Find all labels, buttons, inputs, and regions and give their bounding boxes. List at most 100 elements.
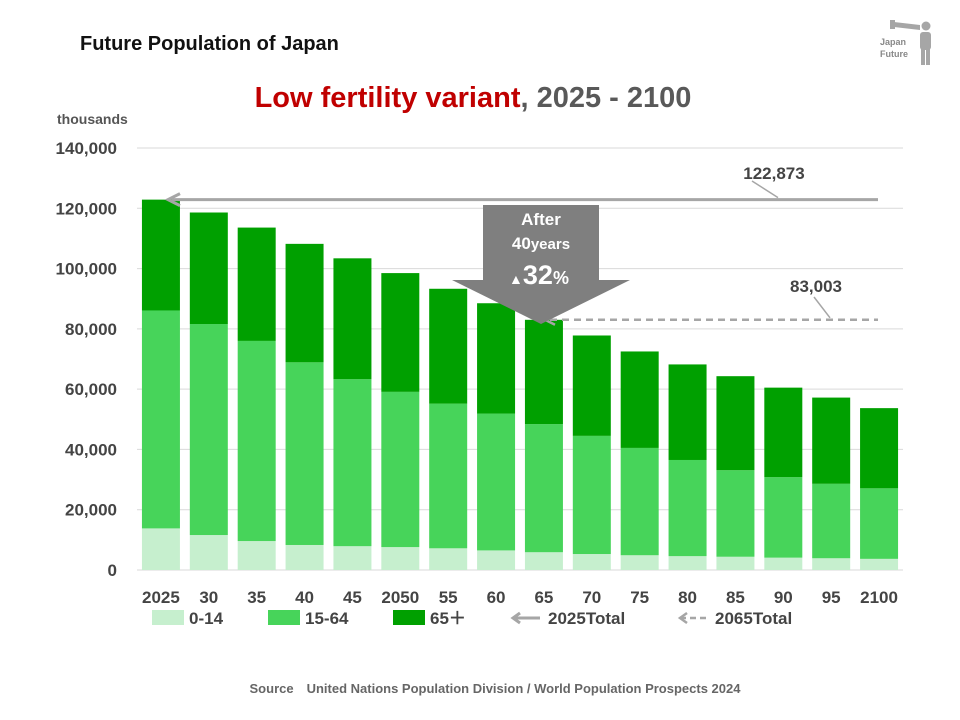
- bar-65-2050: [381, 273, 420, 392]
- legend-label: 2025Total: [548, 609, 625, 628]
- bar-65-65: [524, 319, 563, 425]
- bar-1564-95: [812, 483, 851, 559]
- legend-label: 65＋: [430, 609, 466, 628]
- bar-65-55: [429, 288, 468, 404]
- x-tick-label: 40: [295, 588, 314, 607]
- bar-014-2100: [860, 558, 899, 570]
- bar-014-90: [764, 557, 803, 570]
- bar-014-30: [189, 535, 228, 570]
- bar-65-35: [237, 227, 276, 341]
- x-tick-label: 30: [199, 588, 218, 607]
- x-tick-label: 70: [582, 588, 601, 607]
- legend-arrow-2025-total: [510, 611, 521, 625]
- y-tick-label: 0: [108, 561, 117, 580]
- x-tick-label: 75: [630, 588, 649, 607]
- y-tick-label: 60,000: [65, 380, 117, 399]
- bar-1564-35: [237, 340, 276, 542]
- y-tick-label: 100,000: [56, 260, 117, 279]
- bar-014-55: [429, 548, 468, 570]
- ref-line-2025-arrowhead: [164, 192, 181, 207]
- bar-1564-70: [572, 435, 611, 555]
- bar-1564-75: [620, 447, 659, 556]
- logo-text-line1: Japan: [880, 37, 907, 47]
- x-tick-label: 60: [487, 588, 506, 607]
- legend-arrow-2065-total: [677, 611, 688, 625]
- x-tick-label: 55: [439, 588, 458, 607]
- x-tick-label: 2050: [381, 588, 419, 607]
- y-axis-unit-label: thousands: [57, 111, 128, 127]
- bar-65-95: [812, 397, 851, 484]
- bar-014-70: [572, 554, 611, 570]
- bar-014-85: [716, 556, 755, 570]
- callout-arrow: [452, 205, 630, 324]
- x-tick-label: 80: [678, 588, 697, 607]
- bar-65-30: [189, 212, 228, 325]
- bar-1564-60: [477, 413, 516, 551]
- ref-label-2065-total: 83,003: [790, 277, 842, 296]
- bar-1564-80: [668, 459, 707, 557]
- x-tick-label: 35: [247, 588, 266, 607]
- bar-1564-65: [524, 424, 563, 553]
- x-tick-label: 85: [726, 588, 745, 607]
- x-tick-label: 90: [774, 588, 793, 607]
- bar-1564-2100: [860, 488, 899, 559]
- logo-text-line2: Future: [880, 49, 908, 59]
- bar-65-85: [716, 376, 755, 471]
- bar-014-2050: [381, 547, 420, 570]
- legend-swatch-1564: [268, 610, 300, 625]
- legend-label: 2065Total: [715, 609, 792, 628]
- chart-title-highlight: Low fertility variant: [254, 82, 521, 114]
- legend-label: 15-64: [305, 609, 349, 628]
- bar-014-60: [477, 550, 516, 570]
- legend-label: 0-14: [189, 609, 224, 628]
- bar-65-75: [620, 351, 659, 448]
- bar-65-2025: [141, 199, 180, 311]
- callout-line3: ▲32%: [509, 260, 569, 290]
- bar-1564-85: [716, 470, 755, 557]
- bar-65-40: [285, 243, 324, 363]
- legend-swatch-014: [152, 610, 184, 625]
- bar-1564-40: [285, 362, 324, 545]
- bar-014-75: [620, 555, 659, 570]
- y-tick-label: 120,000: [56, 199, 117, 218]
- bar-65-90: [764, 387, 803, 478]
- x-tick-label: 45: [343, 588, 362, 607]
- chart-title-rest: , 2025 - 2100: [520, 82, 692, 114]
- japan-future-logo: Japan Future: [868, 14, 946, 70]
- bar-1564-30: [189, 324, 228, 536]
- bar-1564-45: [333, 379, 372, 547]
- bar-014-95: [812, 558, 851, 570]
- x-tick-label: 2100: [860, 588, 898, 607]
- source-note: Source United Nations Population Divisio…: [249, 681, 741, 696]
- bar-1564-90: [764, 477, 803, 558]
- bar-65-60: [477, 303, 516, 414]
- y-tick-label: 140,000: [56, 139, 117, 158]
- bar-014-45: [333, 546, 372, 570]
- chart-title: Low fertility variant, 2025 - 2100: [0, 82, 946, 115]
- bar-014-40: [285, 544, 324, 570]
- bar-1564-2025: [141, 310, 180, 529]
- bar-65-45: [333, 258, 372, 380]
- callout-line1: After: [521, 210, 561, 229]
- telescope-person-icon: [890, 20, 931, 65]
- bar-1564-55: [429, 403, 468, 549]
- bar-65-2100: [860, 408, 899, 489]
- legend-swatch-65: [393, 610, 425, 625]
- ref-label-2025-total: 122,873: [743, 164, 804, 183]
- bar-014-80: [668, 556, 707, 570]
- bar-65-80: [668, 364, 707, 460]
- ref-label-leader-2025: [751, 180, 779, 199]
- bar-014-65: [524, 552, 563, 570]
- x-tick-label: 2025: [142, 588, 180, 607]
- bar-014-2025: [141, 528, 180, 570]
- y-tick-label: 80,000: [65, 320, 117, 339]
- page-title: Future Population of Japan: [80, 33, 339, 55]
- y-tick-label: 20,000: [65, 501, 117, 520]
- callout-line2: 40years: [512, 234, 570, 253]
- x-tick-label: 65: [534, 588, 553, 607]
- bar-1564-2050: [381, 391, 420, 548]
- bar-014-35: [237, 541, 276, 570]
- y-tick-label: 40,000: [65, 440, 117, 459]
- bar-65-70: [572, 335, 611, 436]
